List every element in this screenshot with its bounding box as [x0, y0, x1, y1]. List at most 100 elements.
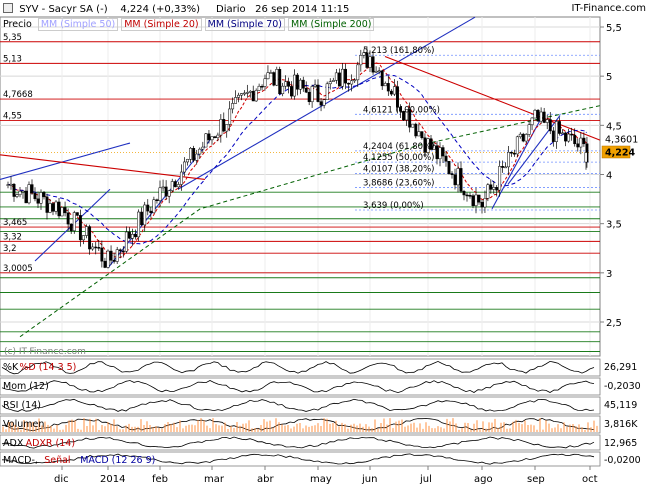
candle-body	[462, 191, 466, 196]
candle-body	[179, 171, 183, 185]
candle-body	[27, 184, 31, 204]
candle-body	[492, 187, 496, 190]
x-tick-label: feb	[152, 474, 168, 485]
legend-mm20[interactable]: MM (Simple 20)	[121, 18, 202, 31]
candle-body	[386, 83, 390, 92]
candle-body	[509, 151, 513, 154]
y-axis: 2,5 3 3,5 4 4,5 5 5,5	[600, 23, 622, 329]
candle-body	[275, 69, 279, 86]
candle-body	[539, 111, 543, 122]
candle-body	[198, 148, 202, 155]
candle-body	[371, 56, 375, 73]
candle-body	[63, 207, 67, 214]
candle-body	[353, 79, 357, 82]
upper-marker-label: 4,3601	[605, 135, 638, 146]
candle-body	[290, 86, 293, 97]
candle-body	[414, 123, 418, 137]
x-tick-label: jul	[419, 474, 432, 485]
candle-body	[518, 133, 522, 138]
candle-body	[304, 87, 308, 93]
candle-body	[272, 72, 276, 86]
candle-body	[374, 70, 378, 73]
candle-body	[257, 85, 261, 91]
candle-body	[551, 130, 555, 142]
candle-body	[319, 101, 323, 106]
indicator-label-3: MACD (12 26 9)	[80, 455, 155, 466]
level-labels: 5,35 5,13 4,7668 4,55 3,465 3,32 3,2 3,0005 5,21…	[3, 33, 440, 274]
horizontal-levels	[0, 41, 600, 352]
legend-mm50[interactable]: MM (Simple 50)	[37, 18, 119, 31]
candle-body	[88, 226, 92, 250]
indicator-label-2: ADXR (14)	[26, 438, 75, 449]
candle-body	[228, 108, 232, 125]
x-tick-label: ago	[474, 474, 493, 485]
level-label: 3,32	[3, 232, 22, 242]
candle-body	[60, 207, 64, 217]
candle-body	[115, 249, 119, 262]
candle-body	[167, 190, 171, 197]
candle-body	[313, 84, 317, 87]
brand: IT-Finance.com	[571, 3, 646, 14]
candle-body	[334, 72, 338, 81]
candle-body	[477, 194, 481, 203]
candle-body	[557, 121, 561, 134]
level-label: 5,35	[3, 33, 22, 43]
candle-body	[483, 198, 487, 208]
candle-body	[30, 184, 34, 194]
moving-averages	[7, 62, 601, 338]
candle-body	[189, 148, 193, 160]
candle-body	[66, 212, 70, 225]
candle-body	[222, 119, 226, 132]
indicator-panels: %K %D (14 3 5) 26,291 Mom (12) -0,2030 RSI (1…	[0, 358, 641, 467]
symbol-checkbox-icon[interactable]	[3, 3, 13, 13]
candle-body	[498, 166, 502, 191]
candle-body	[561, 132, 564, 135]
legend-mm200[interactable]: MM (Simple 200)	[288, 18, 375, 31]
candle-body	[118, 249, 122, 252]
legend: Precio MM (Simple 50) MM (Simple 20) MM …	[3, 18, 375, 31]
symbol-label: SYV - Sacyr SA (-)	[19, 4, 108, 15]
indicator-label: RSI (14)	[3, 400, 41, 411]
candle-body	[350, 80, 354, 85]
candle-body	[423, 137, 427, 153]
candle-body	[489, 184, 493, 190]
candle-body	[310, 86, 314, 103]
candle-body	[307, 91, 311, 103]
candle-body	[57, 201, 61, 217]
level-label: 4,55	[3, 111, 22, 121]
candle-body	[158, 187, 162, 201]
legend-mm70[interactable]: MM (Simple 70)	[204, 18, 286, 31]
resistance-trendline	[384, 55, 601, 141]
y-tick-label: 5,5	[606, 23, 622, 34]
resistance-trendline	[0, 154, 206, 180]
candle-body	[195, 153, 199, 161]
y-tick-label: 4	[606, 171, 612, 182]
candle-body	[453, 174, 457, 186]
candle-body	[146, 204, 150, 212]
candle-body	[377, 70, 381, 73]
candle-body	[432, 145, 436, 150]
candle-body	[213, 136, 217, 138]
candle-body	[542, 111, 546, 123]
candle-body	[134, 234, 137, 238]
candle-body	[39, 192, 43, 204]
candle-body	[78, 215, 82, 241]
legend-price[interactable]: Precio	[3, 19, 32, 30]
candle-body	[322, 99, 326, 106]
candle-body	[263, 78, 267, 87]
indicator-panel	[0, 434, 601, 451]
candle-body	[301, 79, 305, 89]
price-candles	[6, 46, 589, 269]
indicator-label: ADX	[3, 438, 24, 449]
candle-body	[173, 181, 177, 188]
last-price-marker: 4,224	[601, 145, 635, 159]
indicator-label: Mom (12)	[3, 381, 49, 392]
candle-body	[239, 93, 243, 96]
candle-body	[124, 231, 128, 252]
candle-body	[254, 90, 258, 102]
candle-body	[298, 79, 302, 90]
y-tick-label: 5	[606, 72, 612, 83]
candle-body	[389, 90, 393, 95]
x-tick-label: jun	[361, 474, 377, 485]
indicator-value: -0,2030	[604, 381, 641, 392]
